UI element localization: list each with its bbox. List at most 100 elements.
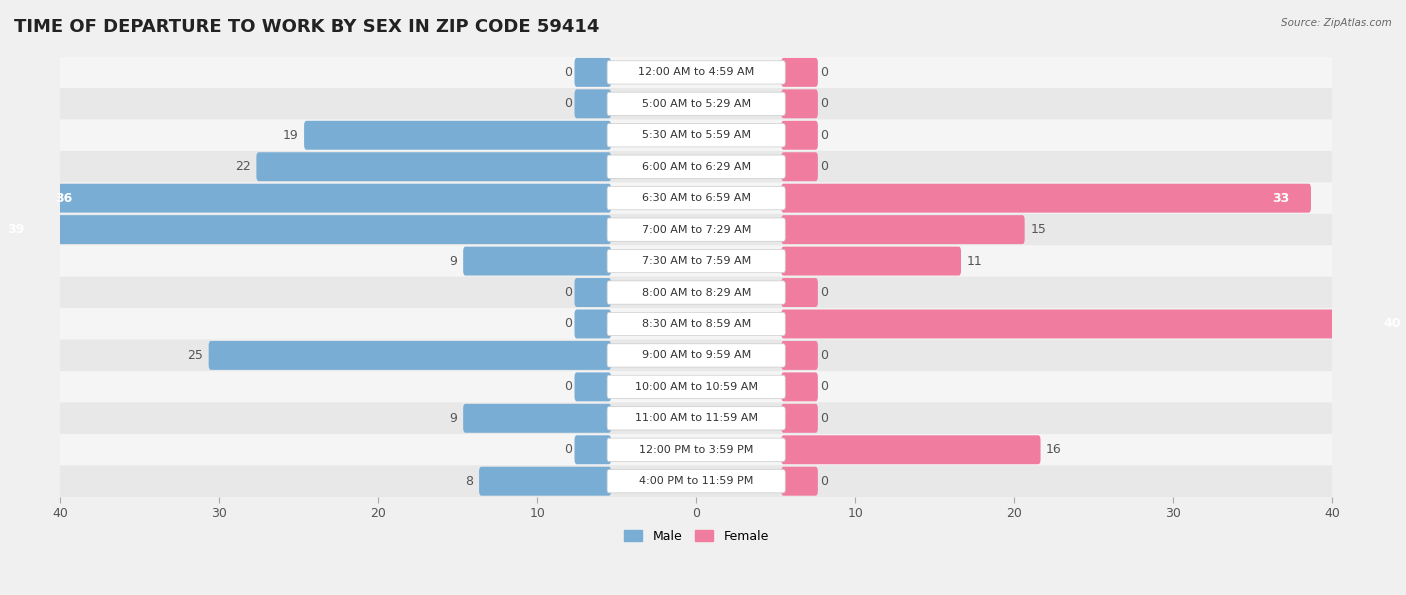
FancyBboxPatch shape: [60, 183, 1333, 214]
Text: 0: 0: [820, 475, 828, 488]
FancyBboxPatch shape: [782, 278, 818, 307]
Text: 8:00 AM to 8:29 AM: 8:00 AM to 8:29 AM: [641, 287, 751, 298]
Text: 0: 0: [820, 129, 828, 142]
FancyBboxPatch shape: [607, 312, 786, 336]
FancyBboxPatch shape: [607, 344, 786, 367]
FancyBboxPatch shape: [607, 187, 786, 210]
FancyBboxPatch shape: [60, 308, 1333, 340]
FancyBboxPatch shape: [782, 436, 1040, 464]
Text: 8: 8: [465, 475, 474, 488]
FancyBboxPatch shape: [782, 246, 962, 275]
FancyBboxPatch shape: [575, 372, 612, 402]
FancyBboxPatch shape: [575, 309, 612, 339]
Legend: Male, Female: Male, Female: [619, 525, 773, 548]
FancyBboxPatch shape: [607, 469, 786, 493]
Text: 8:30 AM to 8:59 AM: 8:30 AM to 8:59 AM: [641, 319, 751, 329]
Text: 12:00 AM to 4:59 AM: 12:00 AM to 4:59 AM: [638, 67, 754, 77]
Text: Source: ZipAtlas.com: Source: ZipAtlas.com: [1281, 18, 1392, 28]
Text: 7:30 AM to 7:59 AM: 7:30 AM to 7:59 AM: [641, 256, 751, 266]
Text: 11: 11: [966, 255, 983, 268]
FancyBboxPatch shape: [782, 404, 818, 433]
FancyBboxPatch shape: [607, 406, 786, 430]
Text: 0: 0: [820, 286, 828, 299]
FancyBboxPatch shape: [782, 152, 818, 181]
Text: 9:00 AM to 9:59 AM: 9:00 AM to 9:59 AM: [641, 350, 751, 361]
FancyBboxPatch shape: [607, 375, 786, 399]
FancyBboxPatch shape: [782, 184, 1310, 212]
Text: 22: 22: [235, 160, 250, 173]
Text: 0: 0: [820, 349, 828, 362]
Text: 6:00 AM to 6:29 AM: 6:00 AM to 6:29 AM: [641, 162, 751, 172]
Text: 0: 0: [820, 412, 828, 425]
FancyBboxPatch shape: [575, 58, 612, 87]
FancyBboxPatch shape: [256, 152, 612, 181]
Text: 6:30 AM to 6:59 AM: 6:30 AM to 6:59 AM: [641, 193, 751, 203]
Text: 7:00 AM to 7:29 AM: 7:00 AM to 7:29 AM: [641, 225, 751, 234]
Text: 40: 40: [1384, 318, 1400, 330]
Text: 16: 16: [1046, 443, 1062, 456]
Text: 9: 9: [450, 412, 457, 425]
FancyBboxPatch shape: [60, 371, 1333, 403]
FancyBboxPatch shape: [60, 245, 1333, 277]
FancyBboxPatch shape: [60, 340, 1333, 371]
FancyBboxPatch shape: [607, 92, 786, 115]
FancyBboxPatch shape: [607, 249, 786, 273]
Text: 0: 0: [564, 380, 572, 393]
FancyBboxPatch shape: [607, 438, 786, 461]
Text: 0: 0: [820, 66, 828, 79]
FancyBboxPatch shape: [782, 372, 818, 402]
Text: 19: 19: [283, 129, 298, 142]
Text: TIME OF DEPARTURE TO WORK BY SEX IN ZIP CODE 59414: TIME OF DEPARTURE TO WORK BY SEX IN ZIP …: [14, 18, 599, 36]
FancyBboxPatch shape: [0, 215, 612, 244]
Text: 0: 0: [564, 318, 572, 330]
FancyBboxPatch shape: [575, 436, 612, 464]
FancyBboxPatch shape: [60, 403, 1333, 434]
FancyBboxPatch shape: [782, 215, 1025, 244]
Text: 9: 9: [450, 255, 457, 268]
FancyBboxPatch shape: [60, 57, 1333, 88]
FancyBboxPatch shape: [60, 277, 1333, 308]
FancyBboxPatch shape: [607, 124, 786, 147]
Text: 25: 25: [187, 349, 202, 362]
Text: 0: 0: [564, 443, 572, 456]
FancyBboxPatch shape: [60, 214, 1333, 245]
FancyBboxPatch shape: [782, 309, 1406, 339]
FancyBboxPatch shape: [782, 58, 818, 87]
Text: 33: 33: [1272, 192, 1289, 205]
FancyBboxPatch shape: [607, 218, 786, 241]
FancyBboxPatch shape: [782, 89, 818, 118]
FancyBboxPatch shape: [60, 434, 1333, 465]
FancyBboxPatch shape: [208, 341, 612, 370]
Text: 39: 39: [7, 223, 25, 236]
Text: 0: 0: [564, 98, 572, 110]
FancyBboxPatch shape: [34, 184, 612, 212]
Text: 0: 0: [820, 380, 828, 393]
FancyBboxPatch shape: [782, 121, 818, 150]
FancyBboxPatch shape: [60, 88, 1333, 120]
FancyBboxPatch shape: [575, 89, 612, 118]
FancyBboxPatch shape: [60, 151, 1333, 183]
FancyBboxPatch shape: [607, 281, 786, 304]
FancyBboxPatch shape: [479, 466, 612, 496]
FancyBboxPatch shape: [607, 155, 786, 178]
Text: 11:00 AM to 11:59 AM: 11:00 AM to 11:59 AM: [634, 414, 758, 423]
Text: 10:00 AM to 10:59 AM: 10:00 AM to 10:59 AM: [634, 382, 758, 392]
FancyBboxPatch shape: [463, 404, 612, 433]
Text: 4:00 PM to 11:59 PM: 4:00 PM to 11:59 PM: [638, 476, 754, 486]
FancyBboxPatch shape: [60, 465, 1333, 497]
Text: 36: 36: [55, 192, 73, 205]
Text: 0: 0: [820, 98, 828, 110]
FancyBboxPatch shape: [463, 246, 612, 275]
FancyBboxPatch shape: [607, 61, 786, 84]
FancyBboxPatch shape: [304, 121, 612, 150]
Text: 12:00 PM to 3:59 PM: 12:00 PM to 3:59 PM: [638, 445, 754, 455]
FancyBboxPatch shape: [575, 278, 612, 307]
Text: 0: 0: [820, 160, 828, 173]
FancyBboxPatch shape: [782, 341, 818, 370]
FancyBboxPatch shape: [60, 120, 1333, 151]
FancyBboxPatch shape: [782, 466, 818, 496]
Text: 0: 0: [564, 286, 572, 299]
Text: 5:00 AM to 5:29 AM: 5:00 AM to 5:29 AM: [641, 99, 751, 109]
Text: 5:30 AM to 5:59 AM: 5:30 AM to 5:59 AM: [641, 130, 751, 140]
Text: 0: 0: [564, 66, 572, 79]
